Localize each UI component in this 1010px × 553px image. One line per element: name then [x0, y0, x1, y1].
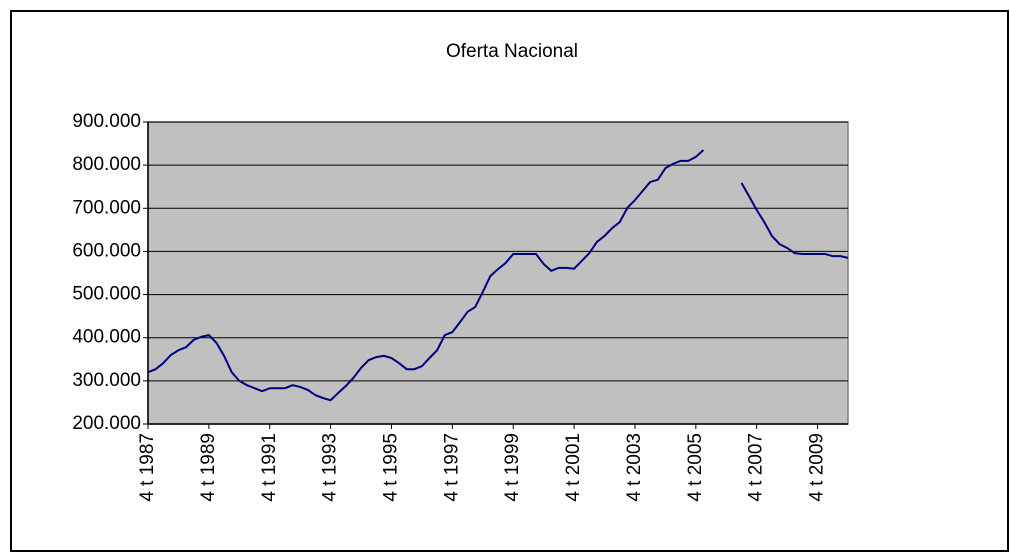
x-tick-label: 4 t 1987: [137, 433, 158, 502]
x-tick-label: 4 t 1995: [380, 433, 401, 502]
y-tick-label: 800.000: [72, 154, 141, 175]
y-tick-label: 700.000: [72, 197, 141, 218]
x-tick-label: 4 t 2003: [624, 433, 645, 502]
y-tick-label: 900.000: [72, 111, 141, 132]
y-tick-label: 300.000: [72, 370, 141, 391]
chart-title: Oferta Nacional: [446, 41, 578, 62]
y-tick-label: 500.000: [72, 284, 141, 305]
y-tick-label: 400.000: [72, 327, 141, 348]
x-tick-label: 4 t 1997: [441, 433, 462, 502]
data-line: [147, 149, 849, 402]
y-tick-label: 600.000: [72, 240, 141, 261]
x-tick-label: 4 t 2007: [746, 433, 767, 502]
x-tick-label: 4 t 1993: [320, 433, 341, 502]
x-tick-label: 4 t 2005: [685, 433, 706, 502]
x-tick-label: 4 t 1991: [259, 433, 280, 502]
x-tick-label: 4 t 1989: [198, 433, 219, 502]
x-tick-label: 4 t 1999: [502, 433, 523, 502]
plot-area: [147, 121, 849, 425]
y-tick-label: 200.000: [72, 413, 141, 434]
x-tick-label: 4 t 2009: [807, 433, 828, 502]
x-tick-label: 4 t 2001: [563, 433, 584, 502]
